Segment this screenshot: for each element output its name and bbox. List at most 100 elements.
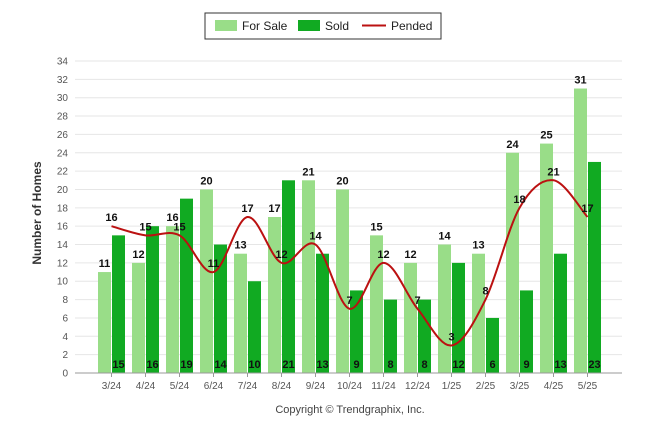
x-tick-label: 1/25	[442, 381, 462, 392]
bar-for-sale	[506, 152, 519, 373]
for-sale-value-label: 12	[132, 249, 144, 261]
pended-value-label: 17	[241, 203, 253, 215]
pended-value-label: 15	[173, 221, 185, 233]
y-tick-label: 22	[57, 167, 69, 178]
for-sale-value-label: 13	[234, 240, 246, 252]
bar-sold	[588, 161, 601, 373]
for-sale-value-label: 15	[370, 221, 382, 233]
sold-value-label: 19	[180, 359, 192, 371]
for-sale-value-label: 17	[268, 203, 280, 215]
y-tick-label: 14	[57, 240, 69, 251]
sold-value-label: 23	[588, 359, 600, 371]
pended-value-label: 17	[581, 203, 593, 215]
pended-value-label: 14	[309, 231, 322, 243]
y-tick-label: 16	[57, 222, 69, 233]
pended-value-label: 7	[346, 295, 352, 307]
bar-for-sale	[438, 244, 451, 373]
bar-for-sale	[404, 262, 417, 373]
bar-sold	[418, 299, 431, 373]
pended-line-path	[111, 179, 589, 347]
legend-swatch-sold	[298, 20, 320, 31]
x-tick-label: 5/25	[578, 381, 598, 392]
pended-value-label: 21	[547, 166, 559, 178]
y-tick-label: 6	[62, 313, 68, 324]
bar-sold	[180, 198, 193, 373]
bar-sold	[214, 244, 227, 373]
bar-sold	[350, 290, 363, 373]
y-tick-label: 4	[62, 332, 68, 343]
bar-for-sale	[302, 180, 315, 373]
bars	[98, 88, 601, 373]
pended-value-label: 12	[275, 249, 287, 261]
x-tick-label: 3/25	[510, 381, 530, 392]
pended-value-label: 15	[139, 221, 151, 233]
for-sale-value-label: 31	[574, 75, 586, 87]
bar-sold	[146, 226, 159, 373]
bar-for-sale	[574, 88, 587, 373]
sold-value-label: 12	[452, 359, 464, 371]
pended-value-label: 3	[448, 331, 454, 343]
sold-value-label: 9	[353, 359, 359, 371]
x-tick-label: 2/25	[476, 381, 496, 392]
sold-value-label: 6	[489, 359, 495, 371]
y-tick-label: 18	[57, 203, 69, 214]
y-tick-label: 0	[62, 369, 68, 380]
for-sale-value-label: 21	[302, 166, 314, 178]
bar-for-sale	[540, 143, 553, 373]
y-tick-label: 26	[57, 130, 69, 141]
x-tick-label: 11/24	[371, 381, 396, 392]
bar-for-sale	[370, 235, 383, 373]
pended-value-label: 11	[208, 258, 220, 270]
x-axis-ticks: 3/24 4/24 5/24 6/24 7/24 8/24 9/24 10/24 11/24 12…	[102, 373, 598, 392]
sold-value-label: 8	[421, 359, 427, 371]
sold-value-label: 13	[316, 359, 328, 371]
y-tick-label: 30	[57, 93, 69, 104]
for-sale-value-label: 25	[540, 130, 552, 142]
value-labels: 11 15 12 16 16 19 20 14 13 10 17 21 21 13 20 9 15 8 12 8 14 1…	[99, 75, 601, 371]
bar-sold	[316, 253, 329, 373]
x-tick-label: 6/24	[204, 381, 224, 392]
pended-value-label: 16	[105, 212, 117, 224]
bar-sold	[282, 180, 295, 373]
y-tick-label: 2	[62, 350, 68, 361]
legend-label-pended: Pended	[391, 19, 432, 33]
sold-value-label: 21	[282, 359, 294, 371]
x-tick-label: 10/24	[337, 381, 362, 392]
bar-sold	[520, 290, 533, 373]
bar-for-sale	[200, 189, 213, 373]
legend: For Sale Sold Pended	[204, 12, 442, 40]
for-sale-value-label: 20	[200, 175, 212, 187]
for-sale-value-label: 16	[166, 212, 178, 224]
x-tick-label: 12/24	[405, 381, 430, 392]
x-tick-label: 9/24	[306, 381, 326, 392]
copyright-text: Copyright © Trendgraphix, Inc.	[275, 404, 424, 416]
bar-sold	[452, 262, 465, 373]
for-sale-value-label: 12	[404, 249, 416, 261]
legend-label-sold: Sold	[325, 19, 349, 33]
sold-value-label: 16	[146, 359, 158, 371]
y-tick-label: 8	[62, 295, 68, 306]
y-tick-label: 28	[57, 112, 69, 123]
sold-value-label: 15	[112, 359, 124, 371]
bar-sold	[384, 299, 397, 373]
pended-value-label: 8	[482, 286, 488, 298]
x-tick-label: 8/24	[272, 381, 292, 392]
for-sale-value-label: 13	[472, 240, 484, 252]
pended-value-label: 18	[513, 194, 525, 206]
y-tick-label: 10	[57, 277, 69, 288]
sold-value-label: 9	[523, 359, 529, 371]
for-sale-value-label: 11	[99, 258, 111, 270]
y-tick-label: 34	[57, 57, 69, 68]
x-tick-label: 7/24	[238, 381, 258, 392]
pended-value-label: 7	[414, 295, 420, 307]
bar-sold	[248, 281, 261, 373]
legend-swatch-for-sale	[215, 20, 237, 31]
for-sale-value-label: 14	[438, 231, 451, 243]
legend-box	[204, 12, 442, 40]
bar-sold	[112, 235, 125, 373]
for-sale-value-label: 24	[506, 139, 519, 151]
pended-line	[111, 179, 589, 347]
bar-sold	[554, 253, 567, 373]
